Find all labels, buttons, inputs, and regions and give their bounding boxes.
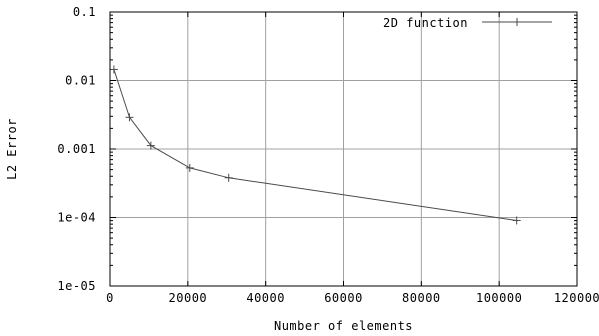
y-tick-label: 0.01 <box>65 74 96 88</box>
y-tick-label: 1e-04 <box>57 211 96 225</box>
x-tick-label: 20000 <box>169 291 208 305</box>
x-tick-label: 100000 <box>476 291 522 305</box>
series-line <box>113 69 517 221</box>
data-point-marker <box>109 65 118 74</box>
series-layer <box>109 65 521 225</box>
y-tick-label: 1e-05 <box>57 279 96 293</box>
tick-layer: 0 20000 40000 60000 80000 100000 120000 1e-05 1e… <box>57 5 599 305</box>
data-point-marker <box>146 141 155 150</box>
x-tick-label: 0 <box>106 291 114 305</box>
grid-layer <box>110 12 577 286</box>
y-tick-label: 0.1 <box>73 5 96 19</box>
y-tick-label: 0.001 <box>57 142 96 156</box>
legend: 2D function <box>383 16 552 30</box>
data-point-marker <box>224 173 233 182</box>
data-point-marker <box>185 163 194 172</box>
data-point-marker <box>125 113 134 122</box>
x-tick-label: 80000 <box>402 291 441 305</box>
x-tick-label: 120000 <box>554 291 599 305</box>
x-tick-label: 40000 <box>246 291 285 305</box>
data-point-marker <box>512 216 521 225</box>
plot-frame <box>109 11 578 287</box>
x-tick-label: 60000 <box>324 291 363 305</box>
y-axis-label: L2 Error <box>5 118 19 180</box>
x-axis-label: Number of elements <box>274 319 413 333</box>
legend-label-2d-function: 2D function <box>383 16 468 30</box>
